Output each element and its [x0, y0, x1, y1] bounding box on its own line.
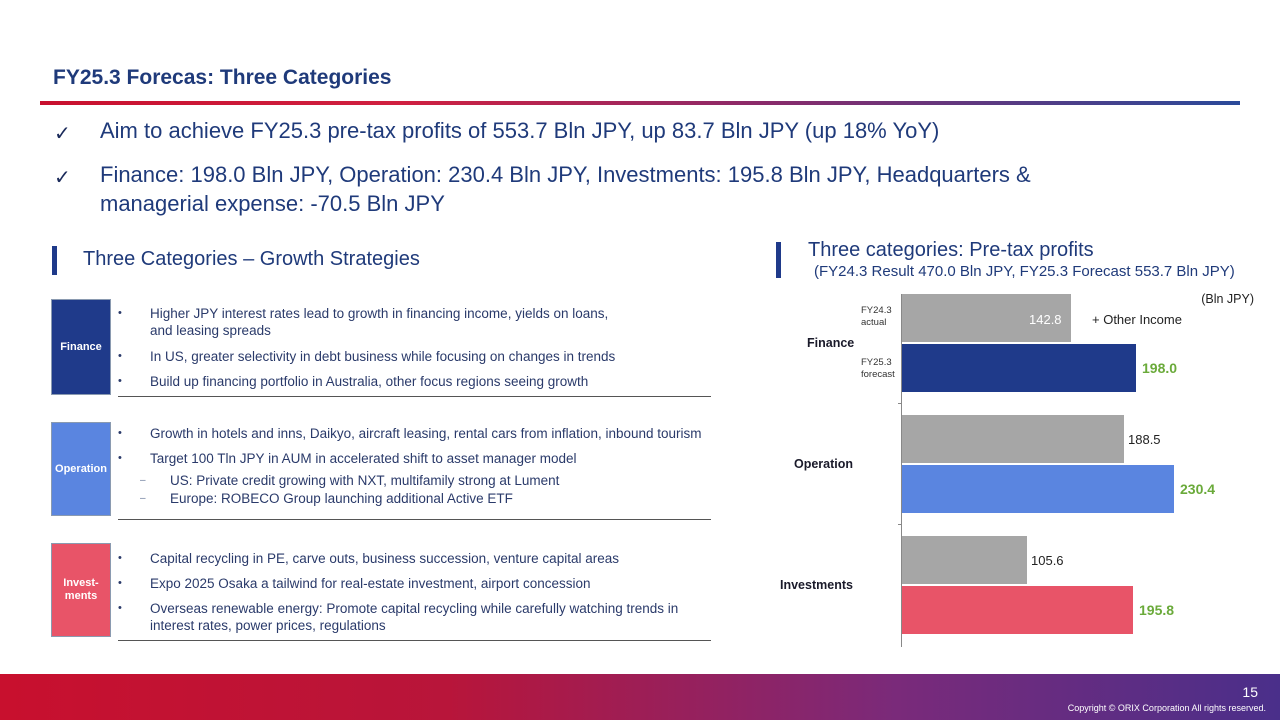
strategies-heading: Three Categories – Growth Strategies [83, 248, 420, 270]
legend-actual: FY24.3 actual [861, 305, 892, 328]
list-item: Europe: ROBECO Group launching additiona… [170, 491, 513, 506]
bullet-icon: • [118, 602, 122, 614]
category-label-finance: Finance [807, 336, 855, 350]
bullet-icon: • [118, 375, 122, 387]
bullet-icon: • [118, 427, 122, 439]
summary-line-1: Aim to achieve FY25.3 pre-tax profits of… [100, 118, 940, 143]
divider [118, 396, 711, 397]
value-label-forecast-investments: 195.8 [1139, 602, 1175, 618]
footer-band [0, 674, 1280, 720]
unit-label: (Bln JPY) [1201, 292, 1254, 306]
bar-forecast-finance [902, 344, 1136, 392]
bar-actual-operation [902, 415, 1124, 463]
operation-items: • Growth in hotels and inns, Daikyo, airc… [118, 425, 778, 515]
axis-tick [898, 403, 902, 404]
profits-heading: Three categories: Pre-tax profits [808, 239, 1094, 261]
copyright: Copyright © ORIX Corporation All rights … [1067, 703, 1266, 713]
divider [118, 640, 711, 641]
category-label-investments: Investments [780, 578, 853, 592]
legend-forecast: FY25.3 forecast [861, 357, 895, 380]
section-marker [52, 246, 57, 275]
bullet-icon: • [118, 577, 122, 589]
investments-category-box: Invest- ments [51, 543, 111, 637]
title-divider [40, 101, 1240, 105]
profits-chart: (Bln JPY) Finance 142.8 198.0 Operation 188.… [770, 285, 1270, 650]
list-item: Growth in hotels and inns, Daikyo, aircr… [150, 426, 702, 441]
list-item: Target 100 Tln JPY in AUM in accelerated… [150, 451, 577, 466]
operation-category-box: Operation [51, 422, 111, 516]
list-item: Capital recycling in PE, carve outs, bus… [150, 551, 619, 566]
bar-actual-investments [902, 536, 1027, 584]
bullet-icon: • [118, 350, 122, 362]
check-icon: ✓ [54, 123, 71, 145]
list-item: Higher JPY interest rates lead to growth… [150, 306, 609, 321]
divider [118, 519, 711, 520]
other-income-annotation: + Other Income [1092, 312, 1182, 327]
dash-icon: – [140, 493, 146, 504]
page-number: 15 [1242, 684, 1258, 700]
list-item: Expo 2025 Osaka a tailwind for real-esta… [150, 576, 591, 591]
bar-forecast-operation [902, 465, 1174, 513]
list-item: US: Private credit growing with NXT, mul… [170, 473, 560, 488]
chart-axis [901, 294, 902, 647]
page-title: FY25.3 Forecas: Three Categories [53, 66, 392, 89]
axis-tick [898, 524, 902, 525]
list-item: Overseas renewable energy: Promote capit… [150, 601, 679, 616]
bar-forecast-investments [902, 586, 1133, 634]
value-label-actual-finance: 142.8 [1029, 312, 1062, 327]
value-label-forecast-finance: 198.0 [1142, 360, 1178, 376]
list-item: Build up financing portfolio in Australi… [150, 374, 589, 389]
list-item: and leasing spreads [150, 323, 271, 338]
section-marker [776, 242, 781, 278]
category-label-operation: Operation [794, 457, 854, 471]
investments-items: • Capital recycling in PE, carve outs, bu… [118, 550, 758, 640]
bullet-icon: • [118, 452, 122, 464]
finance-category-box: Finance [51, 299, 111, 395]
profits-subheading: (FY24.3 Result 470.0 Bln JPY, FY25.3 For… [814, 263, 1235, 280]
dash-icon: – [140, 475, 146, 486]
value-label-actual-investments: 105.6 [1031, 553, 1064, 568]
value-label-actual-operation: 188.5 [1128, 432, 1161, 447]
finance-items: • Higher JPY interest rates lead to growt… [118, 305, 758, 395]
list-item: interest rates, power prices, regulation… [150, 618, 386, 633]
bullet-icon: • [118, 552, 122, 564]
summary-line-3: managerial expense: -70.5 Bln JPY [100, 191, 445, 216]
check-icon: ✓ [54, 167, 71, 189]
bullet-icon: • [118, 307, 122, 319]
summary-line-2: Finance: 198.0 Bln JPY, Operation: 230.4… [100, 162, 1031, 187]
bar-actual-finance [902, 294, 1071, 342]
value-label-forecast-operation: 230.4 [1180, 481, 1216, 497]
list-item: In US, greater selectivity in debt busin… [150, 349, 616, 364]
